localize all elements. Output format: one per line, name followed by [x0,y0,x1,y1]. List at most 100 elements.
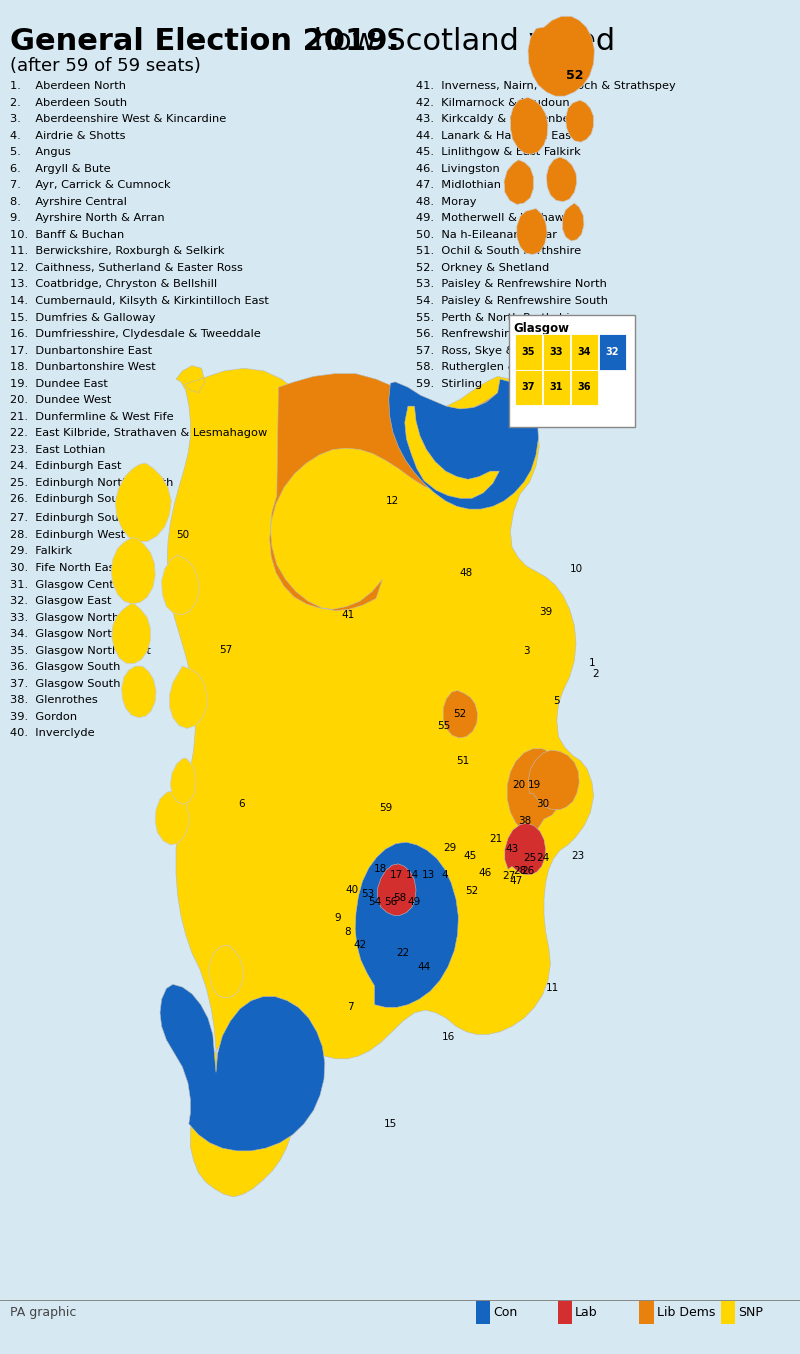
Text: 7: 7 [347,1002,354,1013]
Polygon shape [546,157,577,202]
Text: 29.  Falkirk: 29. Falkirk [10,547,72,556]
Text: 10: 10 [570,563,582,574]
Text: 30: 30 [536,799,549,810]
Polygon shape [155,791,189,845]
Text: Lab: Lab [575,1305,598,1319]
Text: 6.    Argyll & Bute: 6. Argyll & Bute [10,164,110,173]
Text: 49: 49 [408,896,421,907]
Text: 5.    Angus: 5. Angus [10,148,70,157]
Polygon shape [378,864,416,915]
Text: 19: 19 [528,780,541,791]
Text: 23.  East Lothian: 23. East Lothian [10,444,105,455]
Text: 11: 11 [546,983,558,994]
Text: 23: 23 [571,850,584,861]
Text: 25.  Edinburgh North & Leith: 25. Edinburgh North & Leith [10,478,173,487]
Text: 32: 32 [606,347,619,357]
Text: 26.  Edinburgh South: 26. Edinburgh South [10,494,130,504]
Text: 46.  Livingston: 46. Livingston [416,164,500,173]
Text: 59: 59 [379,803,392,814]
Text: 3.    Aberdeenshire West & Kincardine: 3. Aberdeenshire West & Kincardine [10,114,226,125]
Text: 54: 54 [368,896,381,907]
Polygon shape [405,406,499,498]
Text: 34: 34 [578,347,591,357]
FancyBboxPatch shape [509,315,635,427]
Text: 17.  Dunbartonshire East: 17. Dunbartonshire East [10,345,152,356]
Text: 45.  Linlithgow & East Falkirk: 45. Linlithgow & East Falkirk [416,148,581,157]
Text: 4: 4 [442,869,448,880]
Text: 32.  Glasgow East: 32. Glasgow East [10,596,111,607]
Text: 42.  Kilmarnock & Loudoun: 42. Kilmarnock & Loudoun [416,97,570,108]
Text: 37.  Glasgow South West: 37. Glasgow South West [10,678,152,689]
Polygon shape [389,379,538,509]
Polygon shape [562,203,584,241]
Polygon shape [507,749,565,837]
Polygon shape [162,555,199,615]
Text: how Scotland voted: how Scotland voted [304,27,615,56]
FancyBboxPatch shape [515,370,542,405]
Polygon shape [160,984,325,1151]
Text: SNP: SNP [738,1305,763,1319]
Text: 44.  Lanark & Hamilton East: 44. Lanark & Hamilton East [416,131,576,141]
Text: 16: 16 [442,1032,454,1043]
Text: 41.  Inverness, Nairn, Badenoch & Strathspey: 41. Inverness, Nairn, Badenoch & Straths… [416,81,676,91]
Text: 29: 29 [443,842,456,853]
FancyBboxPatch shape [599,334,626,370]
Text: 48: 48 [459,567,472,578]
Text: 44: 44 [418,961,430,972]
Text: 49.  Motherwell & Wishaw: 49. Motherwell & Wishaw [416,214,564,223]
Text: 56.  Renfrewshire East: 56. Renfrewshire East [416,329,544,338]
Text: 30.  Fife North East: 30. Fife North East [10,563,118,573]
Text: 2.    Aberdeen South: 2. Aberdeen South [10,97,126,108]
Text: 50.  Na h-Eileanan an Iar: 50. Na h-Eileanan an Iar [416,230,557,240]
Text: 34.  Glasgow North East: 34. Glasgow North East [10,630,146,639]
FancyBboxPatch shape [721,1300,735,1324]
Text: 36: 36 [578,382,591,393]
Text: 1: 1 [589,658,595,669]
Polygon shape [270,374,536,611]
Text: 21: 21 [490,834,502,845]
Text: 6: 6 [238,799,245,810]
Polygon shape [566,100,594,142]
FancyBboxPatch shape [571,370,598,405]
Text: General Election 2019:: General Election 2019: [10,27,399,56]
Text: 28.  Edinburgh West: 28. Edinburgh West [10,529,125,540]
Text: 33: 33 [550,347,563,357]
Text: 8.    Ayrshire Central: 8. Ayrshire Central [10,196,126,207]
Polygon shape [210,945,243,998]
Text: 24: 24 [536,853,549,864]
Polygon shape [122,666,156,718]
Text: 39: 39 [539,607,552,617]
Text: 42: 42 [354,940,366,951]
Text: 35: 35 [522,347,535,357]
Text: 13.  Coatbridge, Chryston & Bellshill: 13. Coatbridge, Chryston & Bellshill [10,279,217,290]
Text: 27.  Edinburgh South West: 27. Edinburgh South West [10,513,162,524]
Text: 2: 2 [592,669,598,680]
Text: 47.  Midlothian: 47. Midlothian [416,180,501,191]
Text: 43: 43 [506,844,518,854]
FancyBboxPatch shape [571,334,598,370]
Text: 41: 41 [342,609,354,620]
Text: 48.  Moray: 48. Moray [416,196,477,207]
Text: 52: 52 [566,69,583,83]
Text: 4.    Airdrie & Shotts: 4. Airdrie & Shotts [10,131,125,141]
Polygon shape [355,842,458,1007]
Text: 58: 58 [394,892,406,903]
Text: 37: 37 [522,382,535,393]
Text: 9.    Ayrshire North & Arran: 9. Ayrshire North & Arran [10,214,164,223]
Text: 26: 26 [522,865,534,876]
Polygon shape [112,604,150,663]
Text: 54.  Paisley & Renfrewshire South: 54. Paisley & Renfrewshire South [416,297,608,306]
Text: 15: 15 [384,1118,397,1129]
FancyBboxPatch shape [558,1300,572,1324]
Text: 31.  Glasgow Central: 31. Glasgow Central [10,580,128,589]
Text: 19.  Dundee East: 19. Dundee East [10,379,107,389]
Text: 58.  Rutherglen & Hamilton West: 58. Rutherglen & Hamilton West [416,362,603,372]
Text: 51: 51 [456,756,469,766]
Text: 39.  Gordon: 39. Gordon [10,712,77,722]
Text: 1.    Aberdeen North: 1. Aberdeen North [10,81,126,91]
Text: 35.  Glasgow North West: 35. Glasgow North West [10,646,150,655]
Text: 56: 56 [384,896,397,907]
Text: 20.  Dundee West: 20. Dundee West [10,395,111,405]
Polygon shape [528,750,579,810]
Text: 17: 17 [390,869,403,880]
